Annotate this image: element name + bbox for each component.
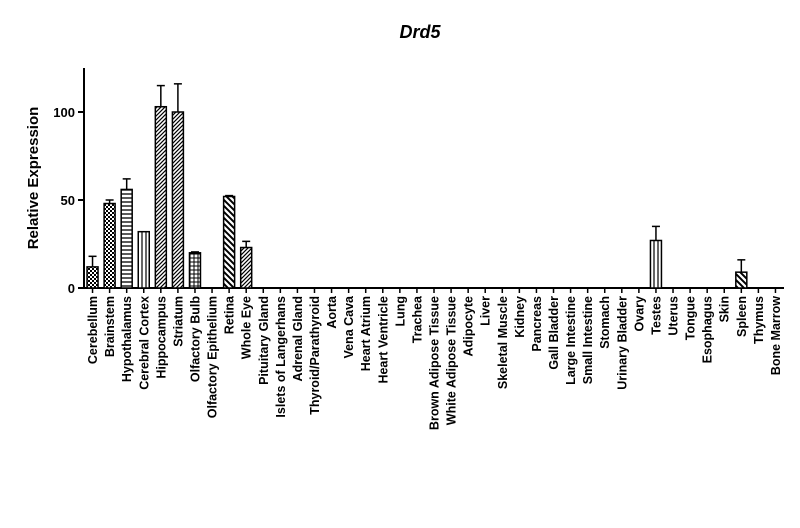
- y-tick-label: 100: [53, 105, 75, 120]
- x-tick-label: Olfactory Bulb: [188, 296, 202, 382]
- x-tick-label: Esophagus: [701, 296, 715, 363]
- x-tick-label: Heart Ventricle: [376, 296, 390, 384]
- x-tick-label: Uterus: [667, 296, 681, 336]
- x-tick-label: Trachea: [410, 295, 424, 343]
- y-axis-label: Relative Expression: [25, 107, 42, 250]
- x-tick-label: Testes: [649, 296, 663, 335]
- bar: [154, 105, 168, 289]
- x-tick-label: Liver: [479, 296, 493, 326]
- x-tick-label: Lung: [393, 296, 407, 327]
- x-tick-label: Whole Eye: [240, 296, 254, 359]
- bar: [222, 195, 236, 289]
- x-tick-label: Large Intestine: [564, 296, 578, 385]
- x-tick-label: Small Intestine: [581, 296, 595, 384]
- x-tick-label: Aorta: [325, 295, 339, 329]
- x-tick-label: Stomach: [598, 296, 612, 349]
- x-tick-label: Striatum: [171, 296, 185, 347]
- bar: [103, 202, 116, 289]
- x-tick-label: Heart Atrium: [359, 296, 373, 371]
- x-tick-labels: Cerebellum Brainstem Hypothalamus Cerebral …: [86, 288, 783, 430]
- x-tick-label: White Adipose Tissue: [445, 296, 459, 425]
- x-tick-label: Brainstem: [103, 296, 117, 357]
- bar: [735, 271, 748, 289]
- y-tick-label: 0: [68, 281, 75, 296]
- bar: [86, 266, 99, 289]
- x-tick-label: Tongue: [684, 296, 698, 340]
- error-bars: [88, 83, 746, 273]
- x-tick-label: Thymus: [752, 296, 766, 344]
- x-tick-label: Skeletal Muscle: [496, 296, 510, 389]
- bar: [120, 188, 133, 289]
- bar: [239, 246, 253, 289]
- bars: [86, 105, 748, 289]
- x-tick-label: Hippocampus: [154, 296, 168, 379]
- x-tick-label: Spleen: [735, 296, 749, 337]
- x-tick-label: Gall Bladder: [547, 296, 561, 370]
- bar: [171, 111, 185, 289]
- x-tick-label: Pituitary Gland: [257, 296, 271, 385]
- y-tick-label: 50: [61, 193, 75, 208]
- x-tick-label: Retina: [223, 295, 237, 334]
- x-tick-label: Skin: [718, 296, 732, 322]
- x-tick-label: Brown Adipose Tissue: [428, 296, 442, 430]
- x-tick-label: Cerebellum: [86, 296, 100, 364]
- bar: [649, 239, 663, 289]
- x-tick-label: Kidney: [513, 296, 527, 338]
- x-tick-label: Hypothalamus: [120, 296, 134, 382]
- x-tick-label: Adipocyte: [462, 296, 476, 356]
- bar: [137, 230, 151, 289]
- x-tick-label: Adrenal Gland: [291, 296, 305, 381]
- chart-title: Drd5: [399, 22, 441, 42]
- x-tick-label: Pancreas: [530, 296, 544, 352]
- x-tick-label: Olfactory Epithelium: [206, 296, 220, 418]
- x-tick-label: Bone Marrow: [769, 296, 783, 375]
- x-tick-label: Islets of Langerhans: [274, 296, 288, 418]
- y-ticks: 0 50 100: [53, 105, 84, 296]
- bar: [188, 252, 202, 289]
- x-tick-label: Cerebral Cortex: [137, 296, 151, 390]
- x-tick-label: Urinary Bladder: [615, 296, 629, 390]
- x-tick-label: Thyroid/Parathyroid: [308, 296, 322, 415]
- x-tick-label: Vena Cava: [342, 295, 356, 359]
- x-tick-label: Ovary: [632, 296, 646, 331]
